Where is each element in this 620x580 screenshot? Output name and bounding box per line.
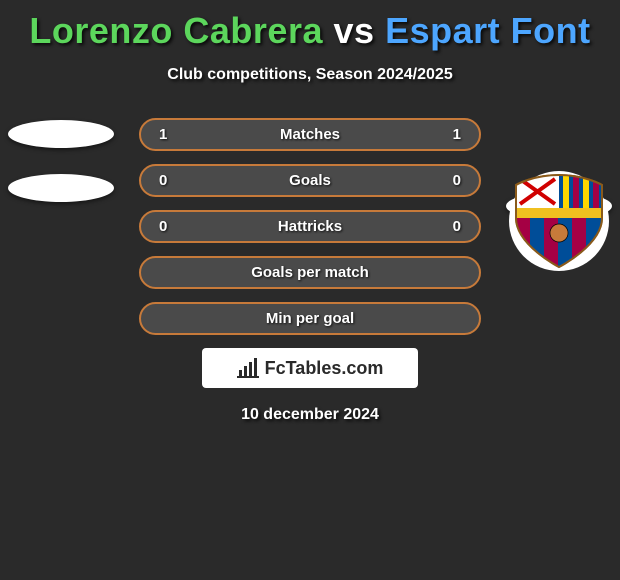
subtitle: Club competitions, Season 2024/2025 (0, 66, 620, 84)
stat-value-right: 0 (421, 218, 461, 235)
stat-value-left: 0 (159, 218, 199, 235)
player2-name: Espart Font (385, 10, 591, 51)
comparison-card: Lorenzo Cabrera vs Espart Font Club comp… (0, 0, 620, 580)
badge-placeholder-icon (8, 174, 114, 202)
stat-label: Goals (289, 172, 331, 189)
stat-label: Hattricks (278, 218, 342, 235)
club-crest-icon (508, 170, 610, 272)
stat-label: Goals per match (251, 264, 369, 281)
stat-value-left: 0 (159, 172, 199, 189)
badge-placeholder-icon (8, 120, 114, 148)
stat-row-min-per-goal: Min per goal (139, 302, 481, 335)
stat-row-hattricks: 0 Hattricks 0 (139, 210, 481, 243)
stat-rows: 1 Matches 1 0 Goals 0 0 Hattricks 0 Goal… (139, 118, 481, 424)
stat-label: Min per goal (266, 310, 354, 327)
stat-row-goals-per-match: Goals per match (139, 256, 481, 289)
stat-row-goals: 0 Goals 0 (139, 164, 481, 197)
watermark-text: FcTables.com (265, 358, 384, 379)
chart-icon (237, 358, 259, 378)
stat-label: Matches (280, 126, 340, 143)
stat-value-right: 1 (421, 126, 461, 143)
stat-value-left: 1 (159, 126, 199, 143)
stat-value-right: 0 (421, 172, 461, 189)
player1-badges (8, 120, 114, 228)
title: Lorenzo Cabrera vs Espart Font (0, 0, 620, 52)
stat-row-matches: 1 Matches 1 (139, 118, 481, 151)
watermark: FcTables.com (202, 348, 418, 388)
player1-name: Lorenzo Cabrera (29, 10, 323, 51)
vs-text: vs (334, 10, 375, 51)
date: 10 december 2024 (139, 406, 481, 424)
